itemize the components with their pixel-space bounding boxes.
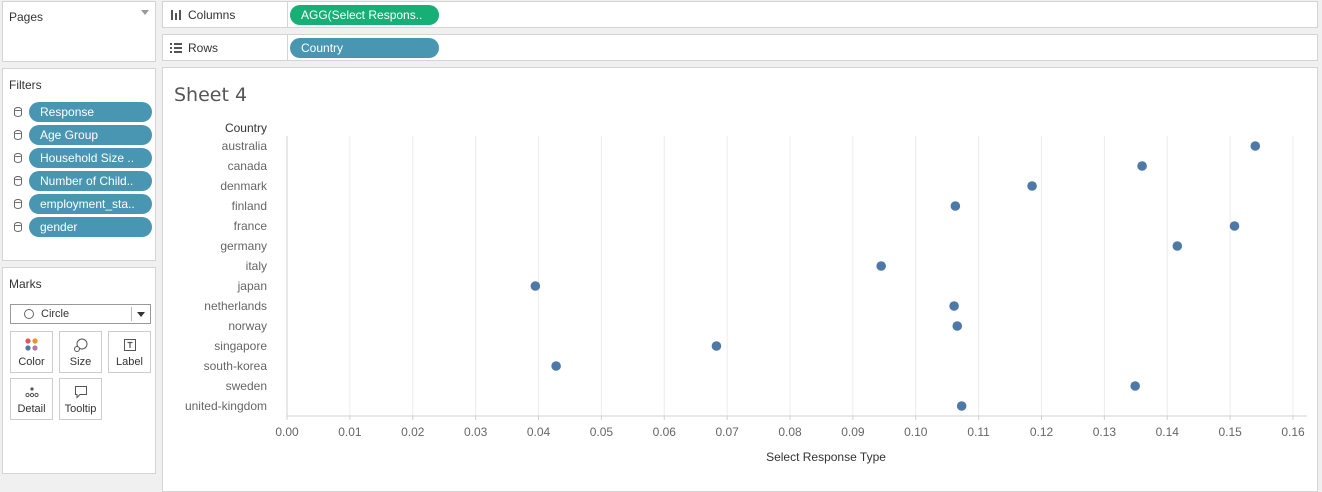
columns-icon <box>171 10 181 20</box>
category-label: canada <box>228 159 268 173</box>
row-header: Country <box>225 121 267 135</box>
filter-pill[interactable]: Response <box>29 102 152 122</box>
marks-card: Marks Circle Color Size Label Detail <box>2 267 156 474</box>
x-tick-label: 0.06 <box>653 425 677 439</box>
size-icon <box>74 338 88 352</box>
x-axis-title: Select Response Type <box>766 450 886 464</box>
color-label: Color <box>18 356 45 368</box>
category-label: germany <box>220 239 267 253</box>
data-point[interactable] <box>530 281 541 291</box>
data-point[interactable] <box>1027 181 1037 191</box>
x-tick-label: 0.04 <box>527 425 551 439</box>
filters-card: Filters Response Age Group Household Size … <box>2 68 156 261</box>
data-point[interactable] <box>711 341 722 351</box>
data-point[interactable] <box>551 361 561 371</box>
x-tick-label: 0.15 <box>1218 425 1242 439</box>
category-label: finland <box>232 199 267 213</box>
color-icon <box>25 338 38 351</box>
data-point[interactable] <box>949 301 959 311</box>
dimension-icon <box>14 222 22 232</box>
marks-title: Marks <box>9 277 42 291</box>
filter-pill[interactable]: gender <box>29 217 152 237</box>
x-tick-label: 0.10 <box>904 425 928 439</box>
category-label: italy <box>246 259 267 273</box>
columns-pill[interactable]: AGG(Select Respons.. <box>290 5 439 25</box>
rows-shelf-label: Rows <box>163 35 288 60</box>
filter-pill[interactable]: Number of Child.. <box>29 171 152 191</box>
label-button[interactable]: Label <box>108 331 151 373</box>
data-point[interactable] <box>950 201 961 211</box>
category-label: japan <box>237 279 267 293</box>
x-tick-label: 0.16 <box>1281 425 1305 439</box>
x-tick-label: 0.13 <box>1093 425 1117 439</box>
dimension-icon <box>14 107 22 117</box>
category-label: south-korea <box>204 359 268 373</box>
x-tick-label: 0.05 <box>590 425 614 439</box>
x-tick-label: 0.00 <box>275 425 299 439</box>
data-point[interactable] <box>1137 161 1147 171</box>
rows-icon <box>170 43 182 53</box>
x-tick-label: 0.01 <box>338 425 362 439</box>
category-label: france <box>234 219 268 233</box>
sheet-title: Sheet 4 <box>174 84 248 106</box>
columns-shelf[interactable]: Columns AGG(Select Respons.. <box>162 1 1318 28</box>
x-tick-label: 0.11 <box>967 425 990 439</box>
dimension-icon <box>14 176 22 186</box>
category-label: netherlands <box>204 299 267 313</box>
category-label: denmark <box>220 179 268 193</box>
x-tick-label: 0.09 <box>841 425 865 439</box>
filter-pill[interactable]: Age Group <box>29 125 152 145</box>
dropdown-separator <box>131 307 132 321</box>
dimension-icon <box>14 199 22 209</box>
x-tick-label: 0.07 <box>715 425 739 439</box>
color-button[interactable]: Color <box>10 331 53 373</box>
circle-mark-icon <box>24 309 34 319</box>
chevron-down-icon <box>137 312 145 317</box>
data-point[interactable] <box>1130 381 1140 391</box>
category-label: sweden <box>226 379 267 393</box>
x-tick-label: 0.02 <box>401 425 425 439</box>
x-tick-label: 0.08 <box>778 425 802 439</box>
detail-icon <box>25 387 39 398</box>
data-point[interactable] <box>876 261 886 271</box>
tooltip-icon <box>75 386 87 399</box>
category-label: singapore <box>214 339 267 353</box>
label-label: Label <box>116 356 143 368</box>
rows-pill[interactable]: Country <box>290 38 439 58</box>
data-point[interactable] <box>956 401 967 411</box>
scatter-chart[interactable]: 0.00 0.01 0.02 0.03 0.04 0.05 0.06 0.07 0.08 0.09… <box>163 68 1317 491</box>
columns-label-text: Columns <box>188 8 236 22</box>
data-point[interactable] <box>1229 221 1240 231</box>
detail-button[interactable]: Detail <box>10 378 53 420</box>
category-label: australia <box>222 139 268 153</box>
chevron-down-icon[interactable] <box>141 10 149 15</box>
label-icon <box>124 339 136 351</box>
filter-pill[interactable]: Household Size .. <box>29 148 152 168</box>
filters-title: Filters <box>9 78 42 92</box>
tooltip-button[interactable]: Tooltip <box>59 378 102 420</box>
columns-shelf-label: Columns <box>163 2 288 27</box>
worksheet-view: 0.00 0.01 0.02 0.03 0.04 0.05 0.06 0.07 0.08 0.09… <box>162 67 1318 492</box>
rows-label-text: Rows <box>188 41 219 55</box>
filter-pill[interactable]: employment_sta.. <box>29 194 152 214</box>
mark-type-value: Circle <box>41 308 70 320</box>
size-button[interactable]: Size <box>59 331 102 373</box>
x-tick-label: 0.12 <box>1030 425 1054 439</box>
pages-title: Pages <box>9 10 44 24</box>
rows-shelf[interactable]: Rows Country <box>162 34 1318 61</box>
pages-card: Pages <box>2 1 156 62</box>
data-point[interactable] <box>1250 141 1261 151</box>
x-tick-label: 0.14 <box>1156 425 1180 439</box>
data-point[interactable] <box>1172 241 1183 251</box>
dimension-icon <box>14 153 22 163</box>
category-label: norway <box>228 319 267 333</box>
size-label: Size <box>69 356 92 368</box>
data-point[interactable] <box>952 321 963 331</box>
x-tick-label: 0.03 <box>464 425 488 439</box>
mark-type-dropdown[interactable]: Circle <box>10 304 151 324</box>
category-label: united-kingdom <box>185 399 267 413</box>
dimension-icon <box>14 130 22 140</box>
detail-label: Detail <box>17 403 46 415</box>
tooltip-label: Tooltip <box>64 403 97 415</box>
